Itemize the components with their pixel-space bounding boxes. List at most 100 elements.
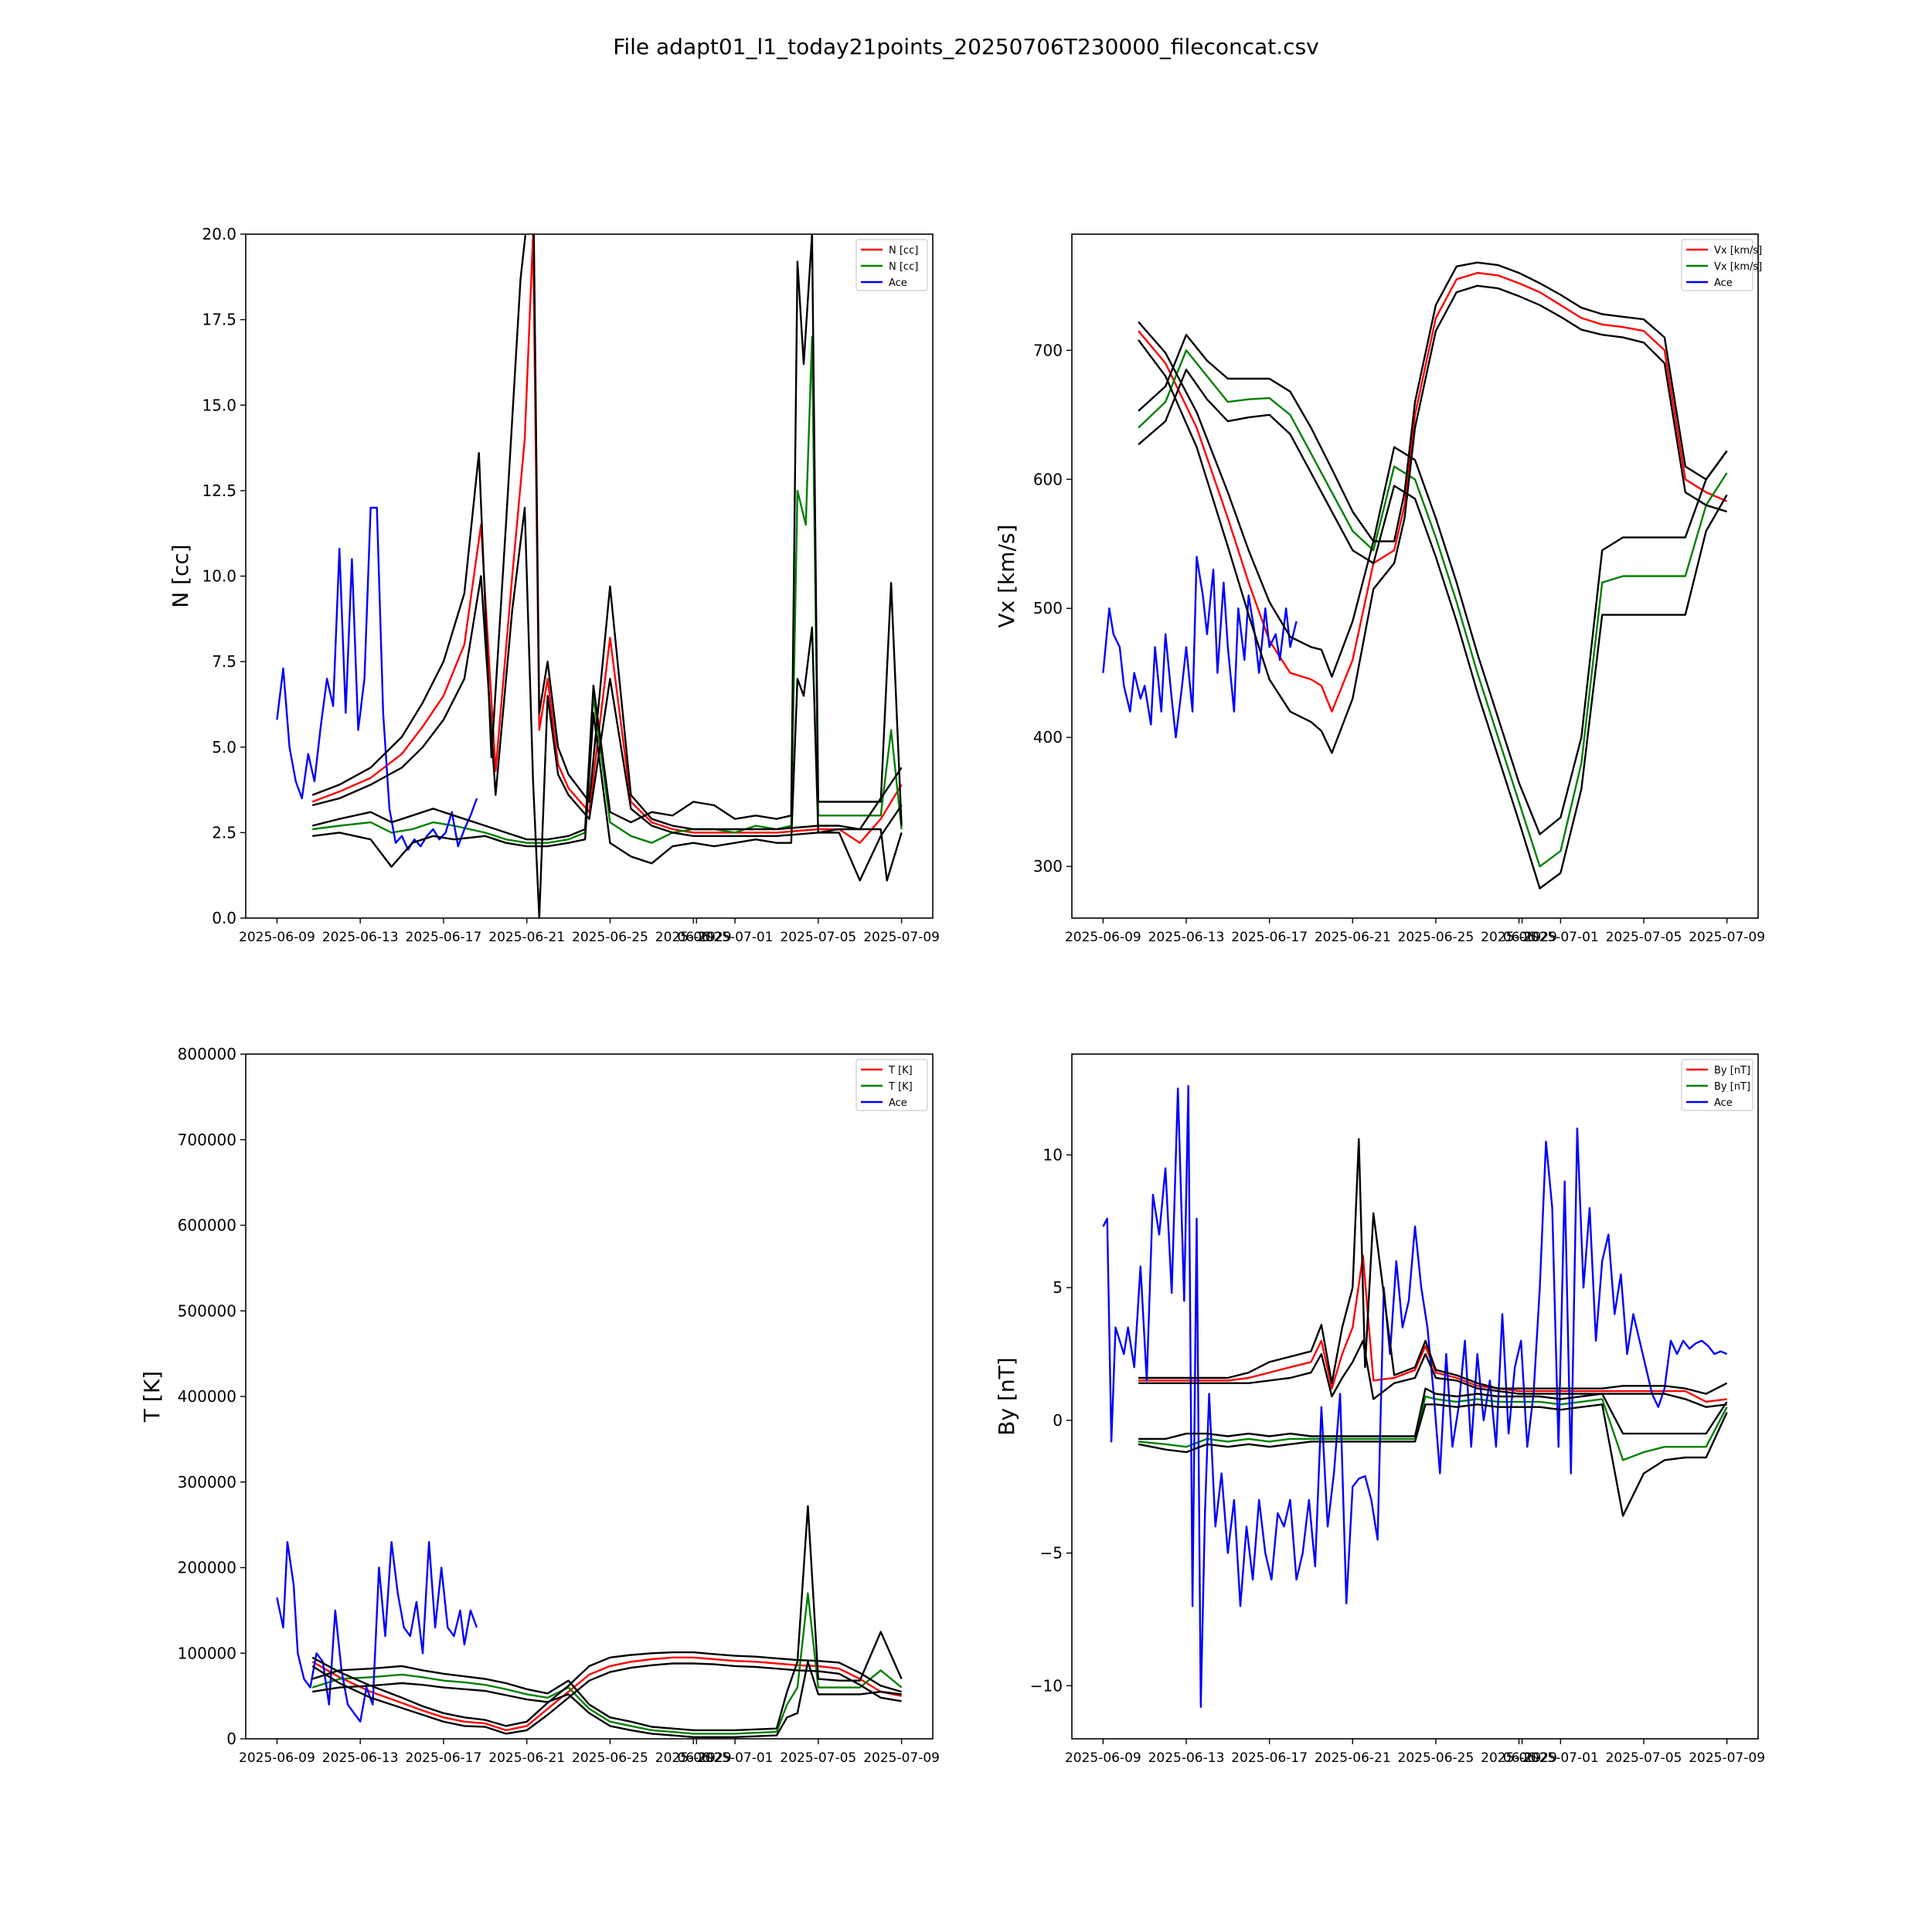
x-tick-label: 06-29 [678, 930, 716, 945]
legend-box [1681, 239, 1753, 291]
x-tick-label: 2025-06-25 [1398, 930, 1475, 945]
series-line-5 [311, 234, 903, 841]
y-tick-label: 700000 [178, 1131, 236, 1149]
axes-frame [1071, 1053, 1759, 1740]
x-tick-label: 2025-06-17 [406, 1750, 482, 1766]
x-tick-label: 2025-06-09 [1065, 930, 1141, 945]
plot-area [276, 234, 903, 918]
legend-label-0: By [nT] [1714, 1065, 1750, 1077]
y-tick-label: −5 [1040, 1544, 1063, 1563]
x-tick-label: 2025-07-09 [863, 930, 940, 945]
series-line-4 [311, 506, 903, 918]
y-tick-label: 7.5 [212, 652, 236, 671]
legend-label-2: Ace [889, 277, 907, 289]
y-tick-label: 10 [1043, 1145, 1063, 1164]
series-line-4 [311, 1662, 902, 1735]
x-tick-label: 2025-06-13 [1148, 1750, 1225, 1766]
y-tick-label: 17.5 [202, 311, 236, 329]
y-tick-label: 0 [1053, 1411, 1063, 1430]
series-line-0 [1138, 1254, 1727, 1403]
y-tick-label: 600000 [178, 1216, 236, 1235]
x-tick-label: 2025-06-13 [1148, 930, 1225, 945]
x-tick-label: 2025-06-17 [1231, 930, 1308, 945]
series-line-2 [1102, 1084, 1728, 1709]
y-axis-label: N [cc] [168, 544, 193, 607]
axes-frame [1071, 233, 1759, 919]
y-tick-label: 2.5 [212, 823, 236, 842]
legend-label-0: T [K] [888, 1065, 913, 1077]
legend-box [1681, 1059, 1753, 1111]
plot-area [276, 1505, 903, 1739]
x-tick-label: 06-29 [678, 1750, 716, 1766]
x-tick-label: 2025-06-13 [322, 930, 399, 945]
figure-title: File adapt01_l1_today21points_20250706T2… [613, 34, 1319, 60]
y-tick-label: 500 [1033, 599, 1063, 617]
y-tick-label: 10.0 [202, 567, 236, 586]
y-tick-label: 700 [1033, 341, 1063, 359]
series-line-3 [1138, 261, 1728, 678]
x-tick-label: 2025-06-09 [239, 1750, 315, 1766]
series-line-5 [1138, 334, 1728, 835]
x-tick-label: 2025-07-09 [1689, 1750, 1765, 1766]
legend: By [nT] By [nT] Ace [1681, 1059, 1753, 1111]
y-tick-label: 300000 [178, 1473, 236, 1492]
x-tick-label: 2025-06-21 [1315, 930, 1391, 945]
y-tick-label: 15.0 [202, 396, 236, 414]
legend-box [855, 239, 928, 291]
y-axis-label: T [K] [139, 1371, 165, 1423]
axes-frame [245, 1053, 934, 1740]
y-tick-label: 400000 [178, 1387, 236, 1406]
series-line-1 [1138, 1395, 1728, 1461]
series-line-1 [311, 1592, 903, 1735]
series-line-3 [311, 234, 903, 831]
legend: N [cc] N [cc] Ace [855, 239, 928, 291]
velocity-panel: 2025-06-09 2025-06-13 2025-06-17 2025-06-21… [994, 233, 1765, 945]
x-tick-label: 2025-07-05 [780, 1750, 856, 1766]
x-tick-label: 2025-07-01 [1522, 930, 1599, 945]
x-tick-label: 2025-07-01 [1522, 1750, 1599, 1766]
series-line-6 [1138, 1403, 1728, 1517]
x-tick-label: 2025-07-05 [780, 930, 856, 945]
x-tick-label: 06-29 [1503, 1750, 1541, 1766]
x-tick-label: 2025-06-25 [1398, 1750, 1475, 1766]
legend-label-1: By [nT] [1714, 1081, 1750, 1093]
legend-label-1: Vx [km/s] [1714, 261, 1762, 273]
density-panel: 2025-06-09 2025-06-13 2025-06-17 2025-06-21… [168, 225, 940, 945]
x-tick-label: 06-29 [1503, 930, 1541, 945]
series-line-6 [312, 626, 903, 882]
x-tick-label: 2025-06-29 [655, 930, 732, 945]
x-tick-label: 2025-07-05 [1606, 1750, 1682, 1766]
x-tick-label: 2025-06-17 [1231, 1750, 1308, 1766]
legend-label-2: Ace [1714, 277, 1733, 289]
series-line-0 [1138, 271, 1728, 713]
x-tick-label: 2025-06-29 [1481, 1750, 1557, 1766]
x-tick-label: 2025-07-05 [1606, 930, 1682, 945]
y-tick-label: 0.0 [212, 909, 236, 927]
y-tick-label: 100000 [178, 1644, 236, 1662]
legend: T [K] T [K] Ace [855, 1059, 928, 1111]
y-tick-label: 5 [1053, 1278, 1063, 1297]
y-tick-label: 20.0 [202, 225, 236, 243]
y-tick-label: 800000 [178, 1045, 236, 1063]
legend: Vx [km/s] Vx [km/s] Ace [1681, 239, 1762, 291]
x-tick-label: 2025-06-21 [1315, 1750, 1391, 1766]
legend-label-2: Ace [889, 1097, 907, 1109]
series-line-4 [1138, 284, 1727, 754]
legend-label-1: T [K] [888, 1081, 913, 1093]
x-tick-label: 2025-07-09 [1689, 930, 1765, 945]
legend-label-0: N [cc] [889, 245, 918, 257]
x-tick-label: 2025-06-25 [572, 1750, 648, 1766]
series-line-2 [1102, 556, 1298, 739]
series-line-3 [1138, 1138, 1728, 1395]
x-tick-label: 2025-06-17 [406, 930, 482, 945]
x-tick-label: 2025-07-09 [863, 1750, 940, 1766]
x-tick-label: 2025-06-29 [655, 1750, 732, 1766]
x-tick-label: 2025-06-09 [239, 930, 315, 945]
y-axis-label: Vx [km/s] [994, 525, 1019, 628]
plot-area [1102, 1084, 1728, 1709]
series-line-1 [1138, 349, 1728, 868]
x-tick-label: 2025-06-21 [488, 930, 565, 945]
y-tick-label: 200000 [178, 1559, 236, 1577]
x-tick-label: 2025-06-25 [572, 930, 648, 945]
